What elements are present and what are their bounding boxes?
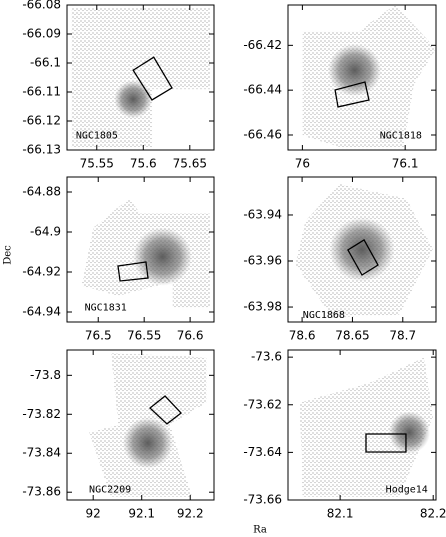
panel-label: NGC2209: [89, 485, 131, 496]
plot-frame: [66, 349, 215, 501]
x-tick-label: 82.2: [420, 507, 446, 521]
panel: -64.88 -64.9 -64.92 -64.94 76.5 76.55 76.6 NGC1…: [22, 176, 215, 343]
panel: -66.08 -66.09 -66.1 -66.11 -66.12 -66.13 75.55…: [22, 0, 215, 171]
cluster-core: [327, 44, 382, 97]
star-field: [71, 7, 210, 148]
cluster-core: [133, 227, 192, 286]
y-tick-label: -66.11: [22, 85, 61, 99]
y-tick-label: -73.86: [22, 485, 61, 499]
x-tick-label: 76.5: [85, 329, 112, 343]
panel-label: Hodge14: [386, 485, 428, 496]
x-tick-label: 75.55: [80, 157, 114, 171]
y-tick-label: -73.84: [22, 446, 61, 460]
x-tick-label: 76: [295, 157, 310, 171]
region-box: [347, 239, 379, 276]
y-tick-label: -63.94: [243, 207, 282, 221]
y-tick-label: -63.96: [243, 254, 282, 268]
panel: -66.42 -66.44 -66.46 76 76.1 NGC1818: [243, 4, 437, 171]
y-tick-label: -63.98: [243, 300, 282, 314]
y-tick-label: -66.08: [22, 0, 61, 12]
panel: -63.94 -63.96 -63.98 78.6 78.65 78.7 NGC1868: [243, 176, 437, 343]
plot-frame: [287, 176, 437, 323]
x-tick-label: 75.65: [173, 157, 207, 171]
y-axis-label: Dec: [3, 245, 14, 265]
x-tick-label: 75.6: [130, 157, 157, 171]
plot-frame: [287, 349, 437, 501]
y-tick-label: -66.13: [22, 143, 61, 157]
y-tick-label: -73.62: [243, 397, 282, 411]
cluster-core: [122, 417, 173, 469]
y-tick-label: -73.8: [30, 368, 61, 382]
x-axis-label: Ra: [253, 525, 267, 536]
y-tick-label: -66.09: [22, 27, 61, 41]
y-tick-label: -64.88: [22, 185, 61, 199]
cluster-core: [388, 411, 431, 454]
x-tick-label: 92.2: [177, 507, 204, 521]
plot-frame: [66, 176, 215, 323]
panel: -73.8 -73.82 -73.84 -73.86 92 92.1 92.2 NGC2209: [22, 349, 215, 521]
x-tick-label: 78.65: [335, 329, 369, 343]
region-box: [117, 261, 149, 282]
panel: -73.6 -73.62 -73.64 -73.66 82.1 82.2 Hodge14: [243, 349, 446, 521]
y-tick-label: -73.82: [22, 407, 61, 421]
x-tick-label: 78.6: [289, 329, 316, 343]
panel-label: NGC1818: [380, 131, 422, 142]
plot-frame: [287, 4, 437, 151]
y-tick-label: -66.1: [30, 56, 61, 70]
x-tick-label: 76.1: [392, 157, 419, 171]
x-tick-label: 82.1: [327, 507, 354, 521]
panel-label: NGC1805: [76, 131, 118, 142]
x-tick-label: 76.6: [177, 329, 204, 343]
region-box: [365, 433, 407, 453]
x-tick-label: 92: [86, 507, 101, 521]
y-tick-label: -73.6: [251, 350, 282, 364]
y-tick-label: -73.66: [243, 493, 282, 507]
y-tick-label: -73.64: [243, 445, 282, 459]
cluster-core: [329, 217, 395, 282]
region-box: [334, 81, 370, 108]
y-tick-label: -66.12: [22, 114, 61, 128]
x-tick-label: 78.7: [389, 329, 416, 343]
region-box: [132, 56, 173, 101]
plot-frame: [66, 4, 215, 151]
y-tick-label: -66.44: [243, 83, 282, 97]
x-tick-label: 76.55: [127, 329, 161, 343]
y-tick-label: -64.92: [22, 265, 61, 279]
cluster-core: [114, 80, 153, 119]
x-tick-label: 92.1: [128, 507, 155, 521]
region-box: [149, 395, 183, 425]
y-tick-label: -66.46: [243, 127, 282, 141]
panel-label: NGC1831: [85, 303, 127, 314]
panel-label: NGC1868: [303, 310, 345, 321]
star-field: [299, 357, 434, 497]
y-tick-label: -64.9: [30, 225, 61, 239]
y-tick-label: -66.42: [243, 38, 282, 52]
y-tick-label: -64.94: [22, 305, 61, 319]
